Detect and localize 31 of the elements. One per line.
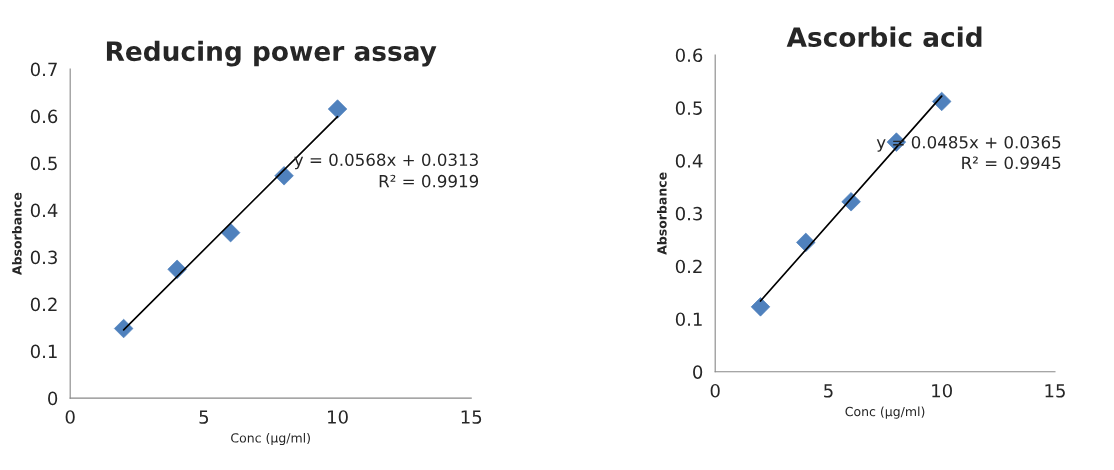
y-tick-label: 0.2 xyxy=(675,259,702,274)
y-tick-label: 0.3 xyxy=(675,206,702,221)
y-tick-label: 0.4 xyxy=(30,203,58,218)
y-tick-label: 0.2 xyxy=(30,297,57,312)
chart-title: Reducing power assay xyxy=(106,40,437,67)
y-tick-label: 0.6 xyxy=(30,109,58,124)
x-axis-title: Conc (µg/ml) xyxy=(845,406,925,419)
y-tick-label: 0.7 xyxy=(30,62,57,77)
chart-title: Ascorbic acid xyxy=(786,26,982,48)
y-tick-label: 0.5 xyxy=(30,156,57,171)
y-tick-label: 0.1 xyxy=(30,344,57,359)
y-tick-label: 0.4 xyxy=(675,154,703,168)
x-tick-label: 0 xyxy=(710,383,720,398)
y-tick-label: 0 xyxy=(693,365,703,379)
y-tick-label: 0.5 xyxy=(675,101,702,115)
y-axis-title: Absorbance xyxy=(657,172,667,255)
y-tick-label: 0.1 xyxy=(675,312,702,327)
y-axis-title: Absorbance xyxy=(12,192,22,276)
annotation: R² = 0.9919 xyxy=(379,174,479,188)
annotation: y = 0.0568x + 0.0313 xyxy=(294,153,478,170)
annotation: R² = 0.9945 xyxy=(962,156,1061,170)
x-tick-label: 15 xyxy=(1045,384,1065,398)
x-tick-label: 10 xyxy=(932,383,952,398)
y-tick-label: 0.3 xyxy=(30,250,57,265)
x-tick-label: 15 xyxy=(461,410,482,424)
x-axis-title: Conc (µg/ml) xyxy=(231,432,310,446)
x-tick-label: 10 xyxy=(328,410,348,424)
y-tick-label: 0.6 xyxy=(675,48,703,63)
x-tick-label: 0 xyxy=(65,410,75,424)
x-tick-label: 5 xyxy=(199,410,209,424)
x-tick-label: 5 xyxy=(824,384,833,398)
